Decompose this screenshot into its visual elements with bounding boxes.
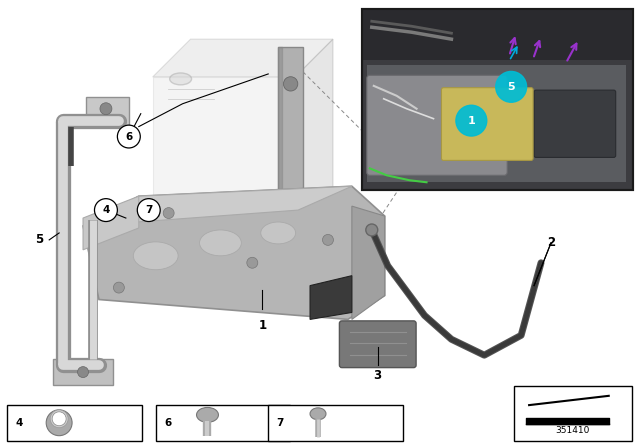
FancyBboxPatch shape [367, 75, 507, 175]
Polygon shape [278, 47, 333, 236]
Polygon shape [86, 97, 129, 127]
Text: 4: 4 [102, 205, 109, 215]
Ellipse shape [170, 73, 191, 85]
Ellipse shape [196, 407, 218, 422]
Bar [514, 386, 632, 441]
Text: 2: 2 [547, 237, 555, 250]
Circle shape [52, 412, 66, 426]
Ellipse shape [260, 222, 296, 244]
Bar [367, 65, 626, 182]
Polygon shape [83, 186, 352, 226]
Ellipse shape [133, 242, 178, 270]
Circle shape [284, 77, 298, 91]
Ellipse shape [46, 410, 72, 435]
Polygon shape [153, 39, 333, 77]
FancyBboxPatch shape [534, 90, 616, 157]
Text: 7: 7 [276, 418, 284, 428]
Circle shape [163, 207, 174, 219]
Bar [362, 9, 632, 190]
Circle shape [247, 257, 258, 268]
Polygon shape [83, 196, 139, 250]
Circle shape [138, 198, 160, 221]
Text: 5: 5 [508, 82, 515, 92]
Polygon shape [310, 276, 352, 319]
Text: 1: 1 [467, 116, 476, 125]
Circle shape [366, 224, 378, 236]
Circle shape [496, 71, 527, 102]
Text: 3: 3 [374, 369, 382, 382]
Text: 5: 5 [35, 233, 44, 246]
Circle shape [95, 198, 117, 221]
Circle shape [323, 234, 333, 246]
Bar [362, 9, 632, 60]
Text: 4: 4 [15, 418, 23, 428]
Ellipse shape [310, 408, 326, 420]
Text: 7: 7 [145, 205, 152, 215]
Circle shape [117, 125, 140, 148]
Text: 6: 6 [125, 132, 132, 142]
Polygon shape [352, 206, 385, 319]
Bar [156, 405, 290, 441]
Bar [8, 405, 142, 441]
Circle shape [456, 105, 487, 136]
FancyBboxPatch shape [339, 321, 416, 368]
Polygon shape [295, 39, 333, 243]
Text: 351410: 351410 [556, 426, 590, 435]
Text: 6: 6 [164, 418, 172, 428]
Bar [268, 405, 403, 441]
Polygon shape [53, 359, 113, 385]
Bar [362, 9, 632, 190]
Circle shape [113, 282, 124, 293]
Polygon shape [153, 77, 295, 243]
Circle shape [77, 366, 88, 378]
Circle shape [100, 103, 112, 115]
Ellipse shape [50, 410, 68, 428]
Text: 1: 1 [258, 319, 266, 332]
FancyBboxPatch shape [442, 88, 533, 160]
Polygon shape [83, 186, 385, 319]
Ellipse shape [200, 230, 241, 256]
